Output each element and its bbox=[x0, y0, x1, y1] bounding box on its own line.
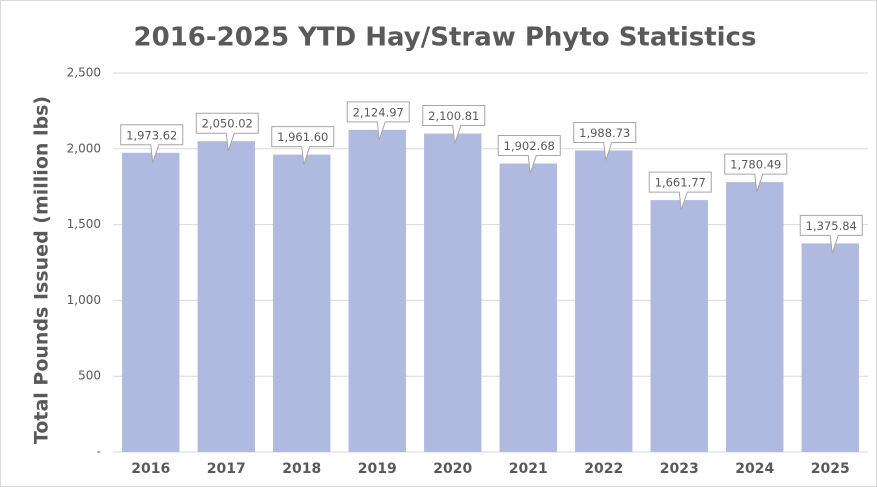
y-tick-label: - bbox=[97, 445, 101, 459]
x-tick-label: 2016 bbox=[131, 461, 170, 477]
x-tick-label: 2017 bbox=[207, 461, 246, 477]
data-label: 2,124.97 bbox=[353, 105, 404, 119]
y-tick-label: 500 bbox=[78, 369, 101, 383]
bar bbox=[726, 182, 784, 453]
x-tick-label: 2020 bbox=[433, 461, 472, 477]
callout bbox=[799, 214, 863, 254]
callout bbox=[195, 112, 259, 152]
callout bbox=[497, 135, 561, 174]
data-label: 1,780.49 bbox=[730, 158, 781, 172]
bar bbox=[499, 163, 557, 452]
data-label: 1,973.62 bbox=[126, 128, 177, 142]
y-tick-label: 1,500 bbox=[67, 217, 101, 231]
bar bbox=[122, 152, 180, 453]
y-tick-label: 2,000 bbox=[67, 141, 101, 155]
callout bbox=[346, 101, 410, 141]
x-tick-label: 2019 bbox=[358, 461, 397, 477]
y-tick-label: 1,000 bbox=[67, 293, 101, 307]
x-tick-label: 2024 bbox=[735, 461, 774, 477]
bar bbox=[424, 133, 482, 452]
bar bbox=[273, 154, 331, 452]
callout bbox=[271, 126, 335, 165]
data-label: 1,988.73 bbox=[579, 126, 630, 140]
bar bbox=[801, 243, 859, 452]
x-tick-label: 2025 bbox=[811, 461, 850, 477]
callout bbox=[422, 105, 486, 144]
data-label: 1,661.77 bbox=[655, 176, 706, 190]
y-tick-label: 2,500 bbox=[67, 66, 101, 80]
x-tick-label: 2021 bbox=[509, 461, 548, 477]
chart-title: 2016-2025 YTD Hay/Straw Phyto Statistics bbox=[134, 23, 757, 53]
data-label: 2,100.81 bbox=[428, 109, 479, 123]
bar bbox=[197, 141, 255, 452]
x-tick-label: 2023 bbox=[660, 461, 699, 477]
bar bbox=[348, 129, 406, 452]
data-label: 1,902.68 bbox=[504, 139, 555, 153]
callout bbox=[573, 122, 637, 161]
y-axis-label: Total Pounds Issued (million lbs) bbox=[31, 96, 53, 444]
bar bbox=[650, 200, 708, 452]
x-tick-label: 2022 bbox=[584, 461, 623, 477]
data-label: 2,050.02 bbox=[202, 117, 253, 131]
callout bbox=[648, 171, 712, 211]
data-label: 1,961.60 bbox=[277, 130, 328, 144]
data-label: 1,375.84 bbox=[806, 219, 857, 233]
bar bbox=[575, 150, 633, 452]
x-tick-label: 2018 bbox=[282, 461, 321, 477]
callout bbox=[120, 124, 184, 163]
callout bbox=[724, 153, 788, 193]
